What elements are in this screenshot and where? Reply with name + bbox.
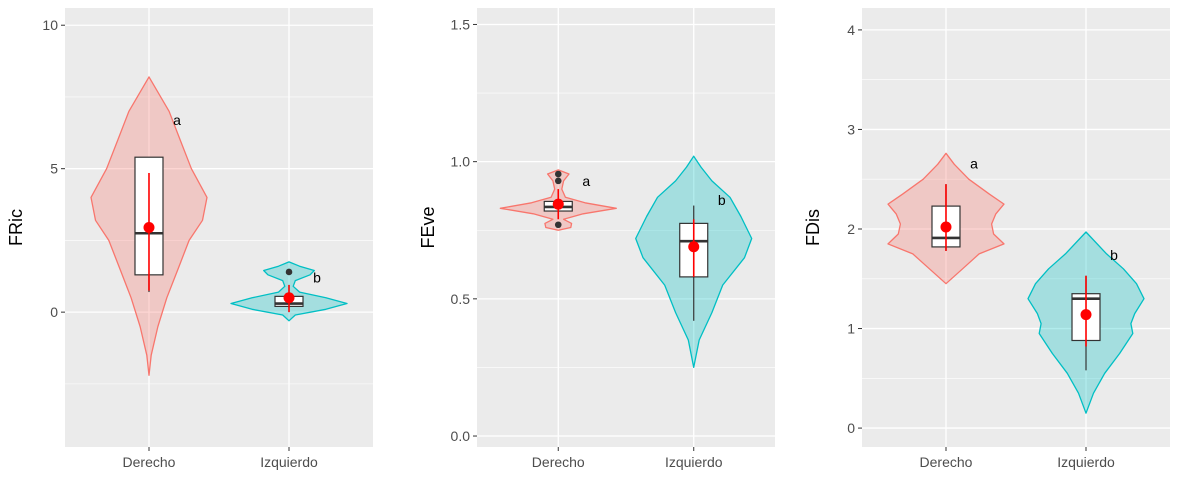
panel-fric: 0 5 10 Derecho Izquierdo FRic a b bbox=[6, 8, 373, 470]
panel-fdis: 0 1 2 3 4 Derecho Izquierdo FDis a b bbox=[803, 8, 1170, 470]
mean-point bbox=[1080, 309, 1092, 321]
panel-background bbox=[477, 8, 775, 447]
y-tick-label: 0.0 bbox=[451, 428, 471, 444]
outlier-point bbox=[285, 268, 293, 276]
significance-letter: a bbox=[582, 173, 590, 189]
group-izquierdo: b bbox=[635, 155, 753, 369]
panel-feve: 0.0 0.5 1.0 1.5 Derecho Izquierdo FEve a b bbox=[418, 8, 775, 470]
outlier-point bbox=[554, 170, 562, 178]
mean-point bbox=[688, 241, 700, 253]
y-tick-label: 5 bbox=[50, 161, 58, 177]
x-tick-label: Derecho bbox=[532, 454, 585, 470]
y-tick-label: 4 bbox=[847, 22, 855, 38]
group-derecho: a bbox=[887, 152, 1005, 285]
significance-letter: b bbox=[1110, 247, 1118, 263]
mean-point bbox=[940, 221, 952, 233]
y-tick-label: 1.5 bbox=[451, 16, 471, 32]
y-axis-title: FRic bbox=[6, 209, 26, 246]
outlier-point bbox=[554, 177, 562, 185]
significance-letter: b bbox=[718, 192, 726, 208]
x-tick-label: Izquierdo bbox=[665, 454, 723, 470]
group-derecho: a bbox=[90, 76, 208, 376]
y-axis-title: FEve bbox=[418, 206, 438, 248]
panel-background bbox=[862, 8, 1170, 447]
significance-letter: a bbox=[970, 155, 978, 171]
outlier-point bbox=[554, 221, 562, 229]
significance-letter: b bbox=[313, 270, 321, 286]
significance-letter: a bbox=[173, 112, 181, 128]
y-tick-label: 3 bbox=[847, 121, 855, 137]
y-tick-label: 1 bbox=[847, 321, 855, 337]
mean-point bbox=[283, 292, 295, 304]
y-tick-label: 10 bbox=[42, 17, 58, 33]
group-izquierdo: b bbox=[230, 261, 348, 322]
mean-point bbox=[143, 222, 155, 233]
x-tick-label: Izquierdo bbox=[1057, 454, 1115, 470]
group-izquierdo: b bbox=[1027, 231, 1145, 414]
y-axis-title: FDis bbox=[803, 209, 823, 246]
y-tick-label: 0 bbox=[847, 420, 855, 436]
y-tick-label: 0.5 bbox=[451, 291, 471, 307]
x-tick-label: Derecho bbox=[123, 454, 176, 470]
x-tick-label: Derecho bbox=[920, 454, 973, 470]
mean-point bbox=[552, 198, 564, 210]
panel-background bbox=[65, 8, 373, 447]
y-tick-label: 2 bbox=[847, 221, 855, 237]
y-tick-label: 1.0 bbox=[451, 154, 471, 170]
group-derecho: a bbox=[499, 169, 617, 231]
x-tick-label: Izquierdo bbox=[260, 454, 318, 470]
y-tick-label: 0 bbox=[50, 304, 58, 320]
